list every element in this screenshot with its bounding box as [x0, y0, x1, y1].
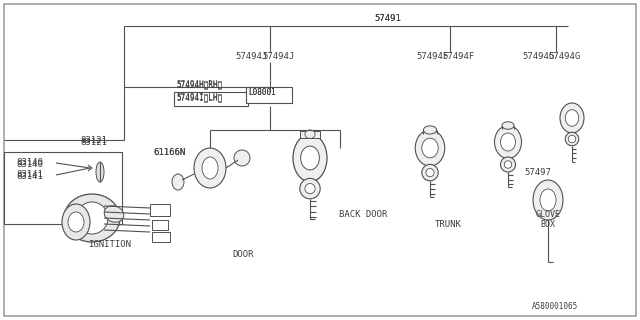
Ellipse shape — [194, 148, 226, 188]
Text: L08001: L08001 — [248, 88, 276, 97]
Text: 61166N: 61166N — [153, 148, 185, 157]
Ellipse shape — [533, 180, 563, 220]
Text: 57494F: 57494F — [417, 52, 449, 61]
Ellipse shape — [76, 202, 108, 234]
Ellipse shape — [293, 134, 327, 182]
Ellipse shape — [500, 133, 515, 151]
Ellipse shape — [422, 138, 438, 158]
Ellipse shape — [540, 189, 556, 211]
Text: 57494J: 57494J — [262, 52, 294, 61]
Text: 57494J: 57494J — [236, 52, 268, 61]
Bar — [246, 87, 292, 103]
Text: 61166N: 61166N — [153, 148, 185, 157]
Text: 57494H〈RH〉: 57494H〈RH〉 — [176, 79, 222, 88]
Circle shape — [504, 161, 512, 168]
Bar — [152, 232, 170, 242]
Bar — [174, 92, 248, 106]
Text: 83140: 83140 — [16, 158, 43, 167]
Circle shape — [300, 179, 320, 199]
Ellipse shape — [305, 130, 315, 139]
Text: 83121: 83121 — [80, 138, 107, 147]
Bar — [4, 152, 122, 224]
Ellipse shape — [495, 125, 522, 158]
Ellipse shape — [172, 174, 184, 190]
Ellipse shape — [64, 194, 120, 242]
Text: DOOR: DOOR — [232, 250, 253, 259]
Text: 83141: 83141 — [16, 172, 43, 181]
Ellipse shape — [202, 157, 218, 179]
Text: 57494I〈LH〉: 57494I〈LH〉 — [176, 93, 222, 102]
Text: 83140: 83140 — [16, 160, 43, 169]
Text: 57497: 57497 — [524, 168, 551, 177]
Circle shape — [305, 183, 315, 194]
Text: 57494H〈RH〉: 57494H〈RH〉 — [176, 80, 222, 89]
Text: 57491: 57491 — [374, 14, 401, 23]
Ellipse shape — [68, 212, 84, 232]
Bar — [300, 131, 320, 138]
Text: 57494F: 57494F — [442, 52, 474, 61]
Ellipse shape — [502, 122, 514, 129]
Text: GLOVE
BOX: GLOVE BOX — [536, 210, 561, 229]
Text: BACK DOOR: BACK DOOR — [339, 210, 387, 219]
Circle shape — [500, 157, 515, 172]
Ellipse shape — [424, 126, 436, 134]
Ellipse shape — [415, 130, 445, 166]
Ellipse shape — [560, 103, 584, 133]
Text: TRUNK: TRUNK — [435, 220, 461, 229]
Text: 57494I〈LH〉: 57494I〈LH〉 — [176, 92, 222, 101]
Ellipse shape — [104, 206, 124, 222]
Circle shape — [426, 169, 434, 177]
Text: IGNITION: IGNITION — [88, 240, 131, 249]
Ellipse shape — [301, 146, 319, 170]
Text: A580001065: A580001065 — [532, 302, 578, 311]
Text: 57494G: 57494G — [523, 52, 555, 61]
Bar — [150, 204, 170, 216]
Ellipse shape — [234, 150, 250, 166]
Circle shape — [568, 135, 576, 143]
Ellipse shape — [62, 204, 90, 240]
Text: 83121: 83121 — [80, 136, 107, 145]
Text: 57491: 57491 — [374, 14, 401, 23]
Text: 57494G: 57494G — [548, 52, 580, 61]
Ellipse shape — [565, 110, 579, 126]
Circle shape — [565, 132, 579, 146]
Text: 83141: 83141 — [16, 170, 43, 179]
Circle shape — [422, 164, 438, 181]
Text: L08001: L08001 — [248, 88, 276, 97]
Bar — [152, 220, 168, 230]
Ellipse shape — [96, 162, 104, 182]
